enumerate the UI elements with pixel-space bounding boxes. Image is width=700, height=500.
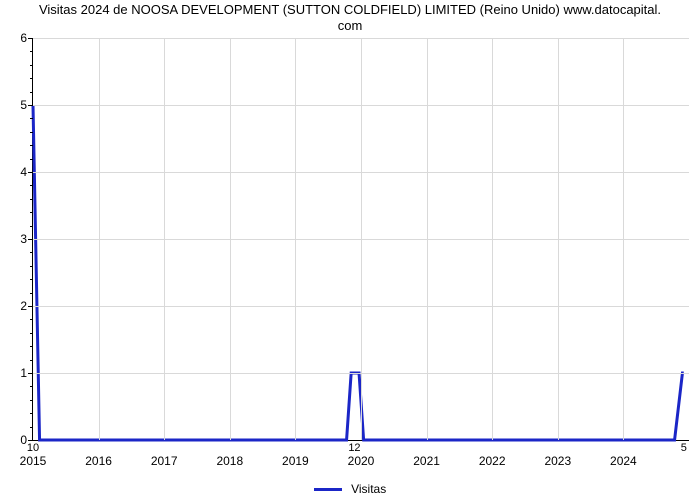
- y-tick-mark: [28, 440, 33, 441]
- x-tick-label: 2022: [479, 454, 506, 468]
- y-tick-label: 3: [20, 232, 27, 246]
- x-tick-label: 2021: [413, 454, 440, 468]
- x-tick-label: 2015: [20, 454, 47, 468]
- y-minor-tick: [30, 78, 33, 79]
- y-minor-tick: [30, 266, 33, 267]
- y-minor-tick: [30, 226, 33, 227]
- y-minor-tick: [30, 118, 33, 119]
- x-tick-label: 2019: [282, 454, 309, 468]
- y-minor-tick: [30, 400, 33, 401]
- x-tick-label: 2020: [348, 454, 375, 468]
- below-axis-number: 12: [348, 442, 360, 454]
- gridline-h: [33, 105, 689, 106]
- y-minor-tick: [30, 360, 33, 361]
- y-minor-tick: [30, 293, 33, 294]
- title-line1: Visitas 2024 de NOOSA DEVELOPMENT (SUTTO…: [39, 2, 661, 17]
- y-minor-tick: [30, 346, 33, 347]
- y-minor-tick: [30, 51, 33, 52]
- x-tick-label: 2017: [151, 454, 178, 468]
- legend-label: Visitas: [351, 482, 386, 496]
- y-minor-tick: [30, 65, 33, 66]
- gridline-h: [33, 373, 689, 374]
- x-tick-label: 2018: [216, 454, 243, 468]
- gridline-h: [33, 239, 689, 240]
- y-minor-tick: [30, 185, 33, 186]
- x-tick-label: 2023: [544, 454, 571, 468]
- y-tick-mark: [28, 373, 33, 374]
- y-tick-mark: [28, 306, 33, 307]
- title-line2: com: [338, 18, 363, 33]
- y-tick-mark: [28, 239, 33, 240]
- y-tick-mark: [28, 172, 33, 173]
- gridline-h: [33, 306, 689, 307]
- below-axis-number: 5: [681, 442, 687, 454]
- y-minor-tick: [30, 145, 33, 146]
- y-minor-tick: [30, 279, 33, 280]
- y-minor-tick: [30, 199, 33, 200]
- y-minor-tick: [30, 319, 33, 320]
- y-minor-tick: [30, 92, 33, 93]
- plot-area: 2015201620172018201920202021202220232024…: [32, 38, 689, 441]
- y-tick-label: 6: [20, 31, 27, 45]
- legend-swatch: [314, 488, 342, 491]
- visitas-line: [33, 105, 684, 440]
- y-tick-label: 2: [20, 299, 27, 313]
- y-tick-mark: [28, 38, 33, 39]
- y-minor-tick: [30, 333, 33, 334]
- y-minor-tick: [30, 413, 33, 414]
- y-tick-label: 5: [20, 98, 27, 112]
- y-tick-label: 1: [20, 366, 27, 380]
- y-minor-tick: [30, 159, 33, 160]
- chart-title: Visitas 2024 de NOOSA DEVELOPMENT (SUTTO…: [0, 2, 700, 33]
- y-minor-tick: [30, 132, 33, 133]
- x-tick-label: 2016: [85, 454, 112, 468]
- y-minor-tick: [30, 427, 33, 428]
- gridline-h: [33, 38, 689, 39]
- y-minor-tick: [30, 252, 33, 253]
- y-minor-tick: [30, 212, 33, 213]
- y-tick-label: 4: [20, 165, 27, 179]
- y-minor-tick: [30, 386, 33, 387]
- x-tick-label: 2024: [610, 454, 637, 468]
- below-axis-number: 10: [27, 442, 39, 454]
- legend: Visitas: [0, 481, 700, 496]
- gridline-h: [33, 172, 689, 173]
- y-tick-mark: [28, 105, 33, 106]
